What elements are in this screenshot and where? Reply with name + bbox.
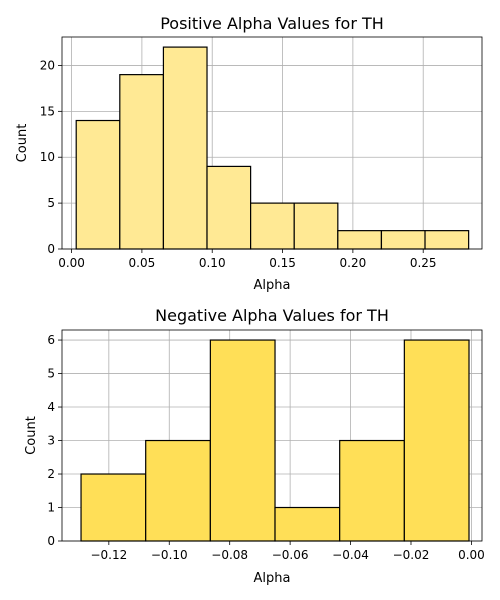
histogram-bar — [206, 165, 252, 250]
x-axis-label: Alpha — [254, 278, 291, 293]
x-tick-label: −0.06 — [272, 548, 309, 562]
y-tick-label: 3 — [47, 434, 55, 448]
histogram-bar — [250, 202, 295, 250]
chart-title: Positive Alpha Values for TH — [160, 14, 384, 33]
plot-frame — [61, 329, 483, 542]
histogram-bar — [75, 119, 121, 250]
histogram-bar — [80, 473, 147, 542]
histogram-bar — [209, 339, 276, 542]
y-tick-label: 5 — [47, 196, 55, 210]
histogram-bar — [339, 439, 405, 542]
x-tick-label: −0.04 — [332, 548, 369, 562]
x-tick-label: 0.10 — [199, 256, 226, 270]
y-tick-label: 5 — [47, 367, 55, 381]
x-tick-label: 0.15 — [269, 256, 296, 270]
histogram-bar — [274, 506, 341, 542]
x-tick-label: 0.00 — [58, 256, 85, 270]
y-tick-label: 1 — [47, 501, 55, 515]
histogram-bar — [145, 439, 211, 542]
chart-negative-alpha: −0.12 −0.10 −0.08 −0.06 −0.04 −0.02 0.00 0 1 2 3 4 5… — [24, 306, 485, 586]
chart-title: Negative Alpha Values for TH — [155, 306, 389, 325]
y-tick-label: 6 — [47, 333, 55, 347]
x-axis-label: Alpha — [254, 571, 291, 586]
histogram-bar — [293, 202, 339, 250]
y-tick-label: 15 — [40, 104, 55, 118]
y-axis-label: Count — [15, 124, 30, 163]
y-tick-label: 4 — [47, 400, 55, 414]
x-tick-label: 0.25 — [410, 256, 437, 270]
x-tick-label: 0.20 — [340, 256, 367, 270]
histogram-bar — [424, 230, 470, 250]
plot-frame — [61, 36, 483, 250]
chart-positive-alpha: 0.00 0.05 0.10 0.15 0.20 0.25 0 5 10 15 20 Positiv… — [15, 14, 483, 293]
histogram-bar — [380, 230, 426, 250]
x-tick-label: 0.05 — [129, 256, 156, 270]
y-tick-label: 0 — [47, 534, 55, 548]
histogram-bar — [119, 74, 165, 250]
x-tick-label: 0.00 — [458, 548, 485, 562]
histogram-bar — [403, 339, 470, 542]
y-tick-label: 0 — [47, 242, 55, 256]
x-tick-label: −0.10 — [151, 548, 188, 562]
histogram-bar — [162, 46, 208, 250]
y-axis-label: Count — [24, 416, 39, 455]
x-tick-label: −0.02 — [393, 548, 430, 562]
y-tick-label: 20 — [40, 58, 55, 72]
y-tick-label: 2 — [47, 467, 55, 481]
x-tick-label: −0.12 — [90, 548, 127, 562]
x-tick-label: −0.08 — [211, 548, 248, 562]
histogram-bar — [337, 230, 383, 250]
y-tick-label: 10 — [40, 150, 55, 164]
